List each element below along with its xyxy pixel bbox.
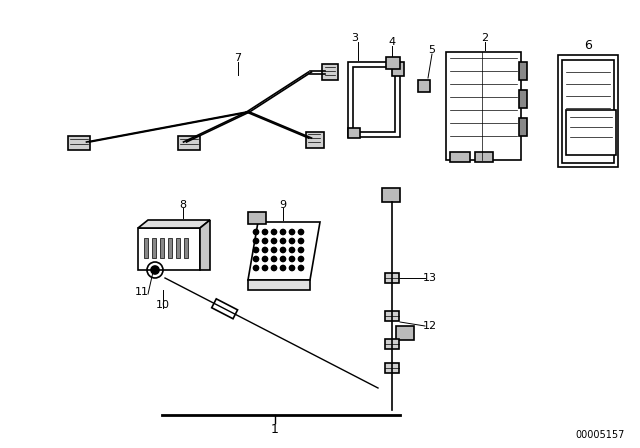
Bar: [152, 238, 156, 258]
Circle shape: [271, 238, 276, 244]
Circle shape: [253, 229, 259, 234]
Text: 6: 6: [584, 39, 592, 52]
Bar: [353, 67, 395, 132]
Bar: [385, 273, 399, 283]
Circle shape: [262, 257, 268, 262]
Bar: [519, 90, 527, 108]
Bar: [138, 228, 200, 270]
Bar: [322, 64, 338, 80]
Bar: [68, 136, 90, 150]
Circle shape: [253, 266, 259, 271]
Text: 2: 2: [481, 33, 488, 43]
Bar: [519, 118, 527, 136]
Bar: [382, 188, 400, 202]
Bar: [392, 62, 404, 76]
Circle shape: [298, 247, 303, 253]
Bar: [562, 60, 614, 163]
Circle shape: [298, 238, 303, 244]
Circle shape: [289, 266, 294, 271]
Circle shape: [280, 266, 285, 271]
Circle shape: [262, 247, 268, 253]
Circle shape: [298, 257, 303, 262]
Polygon shape: [138, 220, 210, 228]
Circle shape: [298, 266, 303, 271]
Circle shape: [271, 257, 276, 262]
Bar: [446, 52, 521, 160]
Circle shape: [280, 247, 285, 253]
Bar: [385, 311, 399, 321]
Text: 9: 9: [280, 200, 287, 210]
Bar: [176, 238, 180, 258]
Circle shape: [289, 247, 294, 253]
Circle shape: [271, 247, 276, 253]
Polygon shape: [200, 220, 210, 270]
Bar: [386, 57, 400, 69]
Bar: [566, 110, 616, 155]
Bar: [385, 339, 399, 349]
Bar: [160, 238, 164, 258]
Circle shape: [271, 266, 276, 271]
Text: 1: 1: [271, 422, 279, 435]
Text: 11: 11: [135, 287, 149, 297]
Text: 8: 8: [179, 200, 187, 210]
Bar: [396, 326, 414, 340]
Bar: [178, 136, 200, 150]
Bar: [248, 212, 266, 224]
Polygon shape: [248, 280, 310, 290]
Bar: [558, 55, 618, 167]
Circle shape: [289, 229, 294, 234]
Bar: [475, 152, 493, 162]
Circle shape: [253, 238, 259, 244]
Bar: [144, 238, 148, 258]
Circle shape: [289, 238, 294, 244]
Bar: [418, 80, 430, 92]
Bar: [385, 363, 399, 373]
Text: 00005157: 00005157: [575, 430, 625, 440]
Text: 10: 10: [156, 300, 170, 310]
Polygon shape: [248, 222, 320, 280]
Circle shape: [280, 238, 285, 244]
Bar: [348, 128, 360, 138]
Circle shape: [298, 229, 303, 234]
Text: 7: 7: [234, 53, 241, 63]
Circle shape: [151, 266, 159, 274]
Polygon shape: [212, 299, 237, 319]
Text: 12: 12: [423, 321, 437, 331]
Text: 3: 3: [351, 33, 358, 43]
Bar: [184, 238, 188, 258]
Bar: [306, 132, 324, 148]
Bar: [348, 62, 400, 137]
Circle shape: [253, 247, 259, 253]
Bar: [450, 152, 470, 162]
Bar: [168, 238, 172, 258]
Circle shape: [280, 229, 285, 234]
Circle shape: [289, 257, 294, 262]
Bar: [519, 62, 527, 80]
Circle shape: [262, 238, 268, 244]
Text: 4: 4: [388, 37, 396, 47]
Circle shape: [271, 229, 276, 234]
Circle shape: [280, 257, 285, 262]
Text: 5: 5: [429, 45, 435, 55]
Circle shape: [253, 257, 259, 262]
Circle shape: [262, 229, 268, 234]
Text: 13: 13: [423, 273, 437, 283]
Circle shape: [262, 266, 268, 271]
